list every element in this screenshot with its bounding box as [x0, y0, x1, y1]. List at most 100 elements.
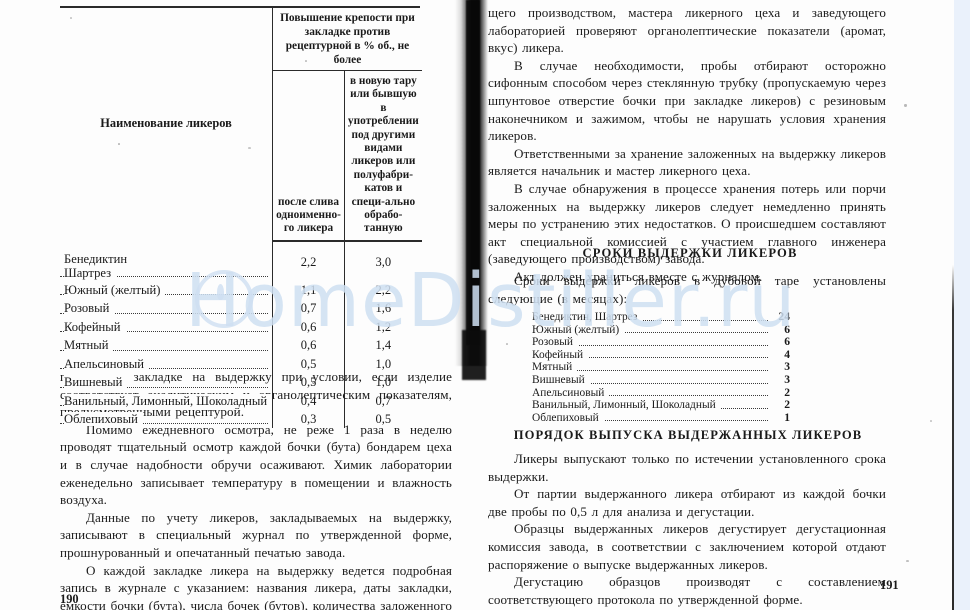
row-value-after-same: 0,6 — [272, 317, 345, 337]
page-edge-line — [952, 0, 954, 610]
aging-item-months: 3 — [779, 361, 790, 374]
list-item: Кофейный 4 — [488, 348, 886, 362]
row-name-label: Ванильный, Лимонный, Шоколадный — [64, 393, 273, 408]
page-number-right: 191 — [880, 578, 899, 592]
table-header-after-same-liqueur: после слива одноименно-го ликера — [272, 70, 345, 242]
paragraph: Данные по учету ликеров, закладываемых н… — [60, 509, 452, 560]
list-item: Бенедиктин, Шартрез 24 — [488, 310, 886, 324]
list-item: Ванильный, Лимонный, Шоколадный 2 — [488, 399, 886, 412]
row-liqueur-name: Апельсиновый — [60, 355, 273, 373]
aging-item-name: Розовый — [532, 336, 579, 349]
row-value-new-container: 1,4 — [343, 336, 422, 355]
aging-item-months: 24 — [773, 310, 790, 324]
paragraph: Образцы выдержанных ликеров дегустирует … — [488, 521, 886, 572]
aging-item-months: 6 — [779, 336, 790, 349]
list-item: Южный (желтый) 6 — [488, 323, 886, 337]
row-value-new-container: 1,0 — [343, 354, 422, 374]
row-value-new-container: 1,0 — [343, 373, 422, 392]
table-row: Мятный 0,6 1,4 — [60, 336, 422, 355]
right-body-text-bottom: Ликеры выпускают только по истечении уст… — [488, 450, 886, 608]
table-header-row-span: Наименование ликеров Повышение крепости … — [60, 6, 422, 130]
aging-item-name: Вишневый — [532, 373, 590, 386]
row-value-after-same: 1,1 — [272, 281, 345, 300]
table-row: Вишневый 0,5 1,0 — [60, 373, 422, 392]
list-item: Вишневый 3 — [488, 373, 886, 387]
paragraph: От партии выдержанного ликера отбирают и… — [488, 486, 886, 519]
row-liqueur-name: Ванильный, Лимонный, Шоколадный — [60, 392, 273, 410]
row-name-label: Розовый — [64, 301, 115, 316]
paragraph: Помимо ежедневного осмотра, не реже 1 ра… — [60, 421, 452, 508]
aging-item-months: 2 — [779, 399, 790, 412]
paragraph: Дегустацию образцов производят с составл… — [488, 574, 886, 607]
table-row: Ванильный, Лимонный, Шоколадный 0,4 0,7 — [60, 391, 422, 410]
right-body-text-top: щего производством, мастера ликерного це… — [488, 4, 886, 286]
aging-item-name: Ванильный, Лимонный, Шоколадный — [532, 399, 721, 412]
row-value-new-container: 2,2 — [343, 281, 422, 300]
aging-item-name: Облепиховый — [532, 411, 604, 424]
table-top-border — [60, 6, 420, 8]
table-row: Розовый 0,7 1,6 — [60, 299, 422, 318]
aging-item-months: 6 — [779, 323, 790, 337]
table-header-row-sub: после слива одноименно-го ликера в новую… — [60, 70, 422, 242]
row-name-label: Кофейный — [64, 319, 126, 334]
left-body-text: пускают к закладке на выдержку при услов… — [60, 368, 452, 610]
row-liqueur-name: Вишневый — [60, 373, 273, 391]
paragraph: Ликеры выпускают только по истечении уст… — [488, 451, 886, 484]
aging-item-months: 2 — [779, 386, 790, 400]
aging-item-months: 1 — [779, 411, 790, 425]
row-value-after-same: 0,7 — [272, 299, 345, 318]
table-header-liqueur-name: Наименование ликеров — [100, 115, 232, 130]
row-liqueur-name: Розовый — [60, 299, 273, 317]
table-row: Кофейный 0,6 1,2 — [60, 317, 422, 337]
row-value-after-same: 0,3 — [272, 409, 345, 429]
row-value-after-same: 0,6 — [272, 336, 345, 355]
paragraph: Ответственными за хранение заложенных на… — [488, 145, 886, 179]
paragraph: Акт должен храниться вместе с журналом. — [514, 268, 763, 284]
paragraph: В случае обнаружения в процессе хранения… — [488, 180, 886, 267]
row-name-line-2: Шартрез — [64, 266, 112, 281]
paragraph: щего производством, мастера ликерного це… — [488, 5, 886, 56]
page-number-left: 190 — [60, 592, 79, 606]
row-liqueur-name: Бенедиктин Шартрез — [60, 241, 273, 281]
row-value-new-container: 0,5 — [343, 409, 422, 429]
row-liqueur-name: Мятный — [60, 336, 273, 354]
row-value-after-same: 0,5 — [272, 354, 345, 374]
book-gutter-shadow-blob — [462, 330, 486, 380]
table-row: Облепиховый 0,3 0,5 — [60, 409, 422, 429]
row-name-label: Вишневый — [64, 375, 128, 390]
paragraph-aging-intro: Сроки выдержки ликеров в дубовой таре ус… — [488, 273, 886, 306]
table-header-new-container: в новую тару или бывшую в употреблении п… — [343, 70, 422, 242]
scanner-background-strip — [954, 0, 970, 610]
table-row: Южный (желтый) 1,1 2,2 — [60, 281, 422, 300]
row-value-new-container: 0,7 — [343, 391, 422, 410]
table-header-strength-increase: Повышение крепости при закладке против р… — [272, 6, 422, 71]
table-body: Бенедиктин Шартрез 2,2 3,0 Южный (желтый… — [60, 240, 422, 429]
aging-item-months: 4 — [779, 348, 790, 362]
row-liqueur-name: Кофейный — [60, 318, 273, 336]
row-value-after-same: 0,5 — [272, 373, 345, 392]
aging-item-name: Мятный — [532, 361, 578, 374]
table-row: Апельсиновый 0,5 1,0 — [60, 354, 422, 374]
table-row: Бенедиктин Шартрез 2,2 3,0 — [60, 240, 422, 282]
row-name-label: Мятный — [64, 338, 114, 353]
row-value-after-same: 2,2 — [272, 240, 345, 282]
row-value-new-container: 1,6 — [343, 299, 422, 318]
row-value-new-container: 3,0 — [343, 240, 422, 282]
row-name-label: Облепиховый — [64, 411, 143, 426]
list-item: Апельсиновый 2 — [488, 386, 886, 400]
row-liqueur-name: Южный (желтый) — [60, 281, 273, 299]
row-value-after-same: 0,4 — [272, 391, 345, 410]
strength-increase-table: Наименование ликеров Повышение крепости … — [60, 6, 422, 429]
list-item: Розовый 6 — [488, 336, 886, 349]
aging-item-name: Южный (желтый) — [532, 323, 625, 336]
section-heading-release-order: ПОРЯДОК ВЫПУСКА ВЫДЕРЖАННЫХ ЛИКЕРОВ — [513, 428, 863, 442]
list-item: Облепиховый 1 — [488, 411, 886, 425]
list-item: Мятный 3 — [488, 361, 886, 374]
section-heading-aging-periods: СРОКИ ВЫДЕРЖКИ ЛИКЕРОВ — [582, 246, 798, 260]
aging-periods-list: Бенедиктин, Шартрез 24 Южный (желтый) 6 Ро… — [488, 310, 886, 425]
aging-item-name: Бенедиктин, Шартрез — [532, 311, 643, 323]
row-name-label: Апельсиновый — [64, 356, 149, 371]
paragraph: О каждой закладке ликера на выдержку вед… — [60, 562, 452, 610]
row-name-line-1: Бенедиктин — [64, 251, 128, 266]
